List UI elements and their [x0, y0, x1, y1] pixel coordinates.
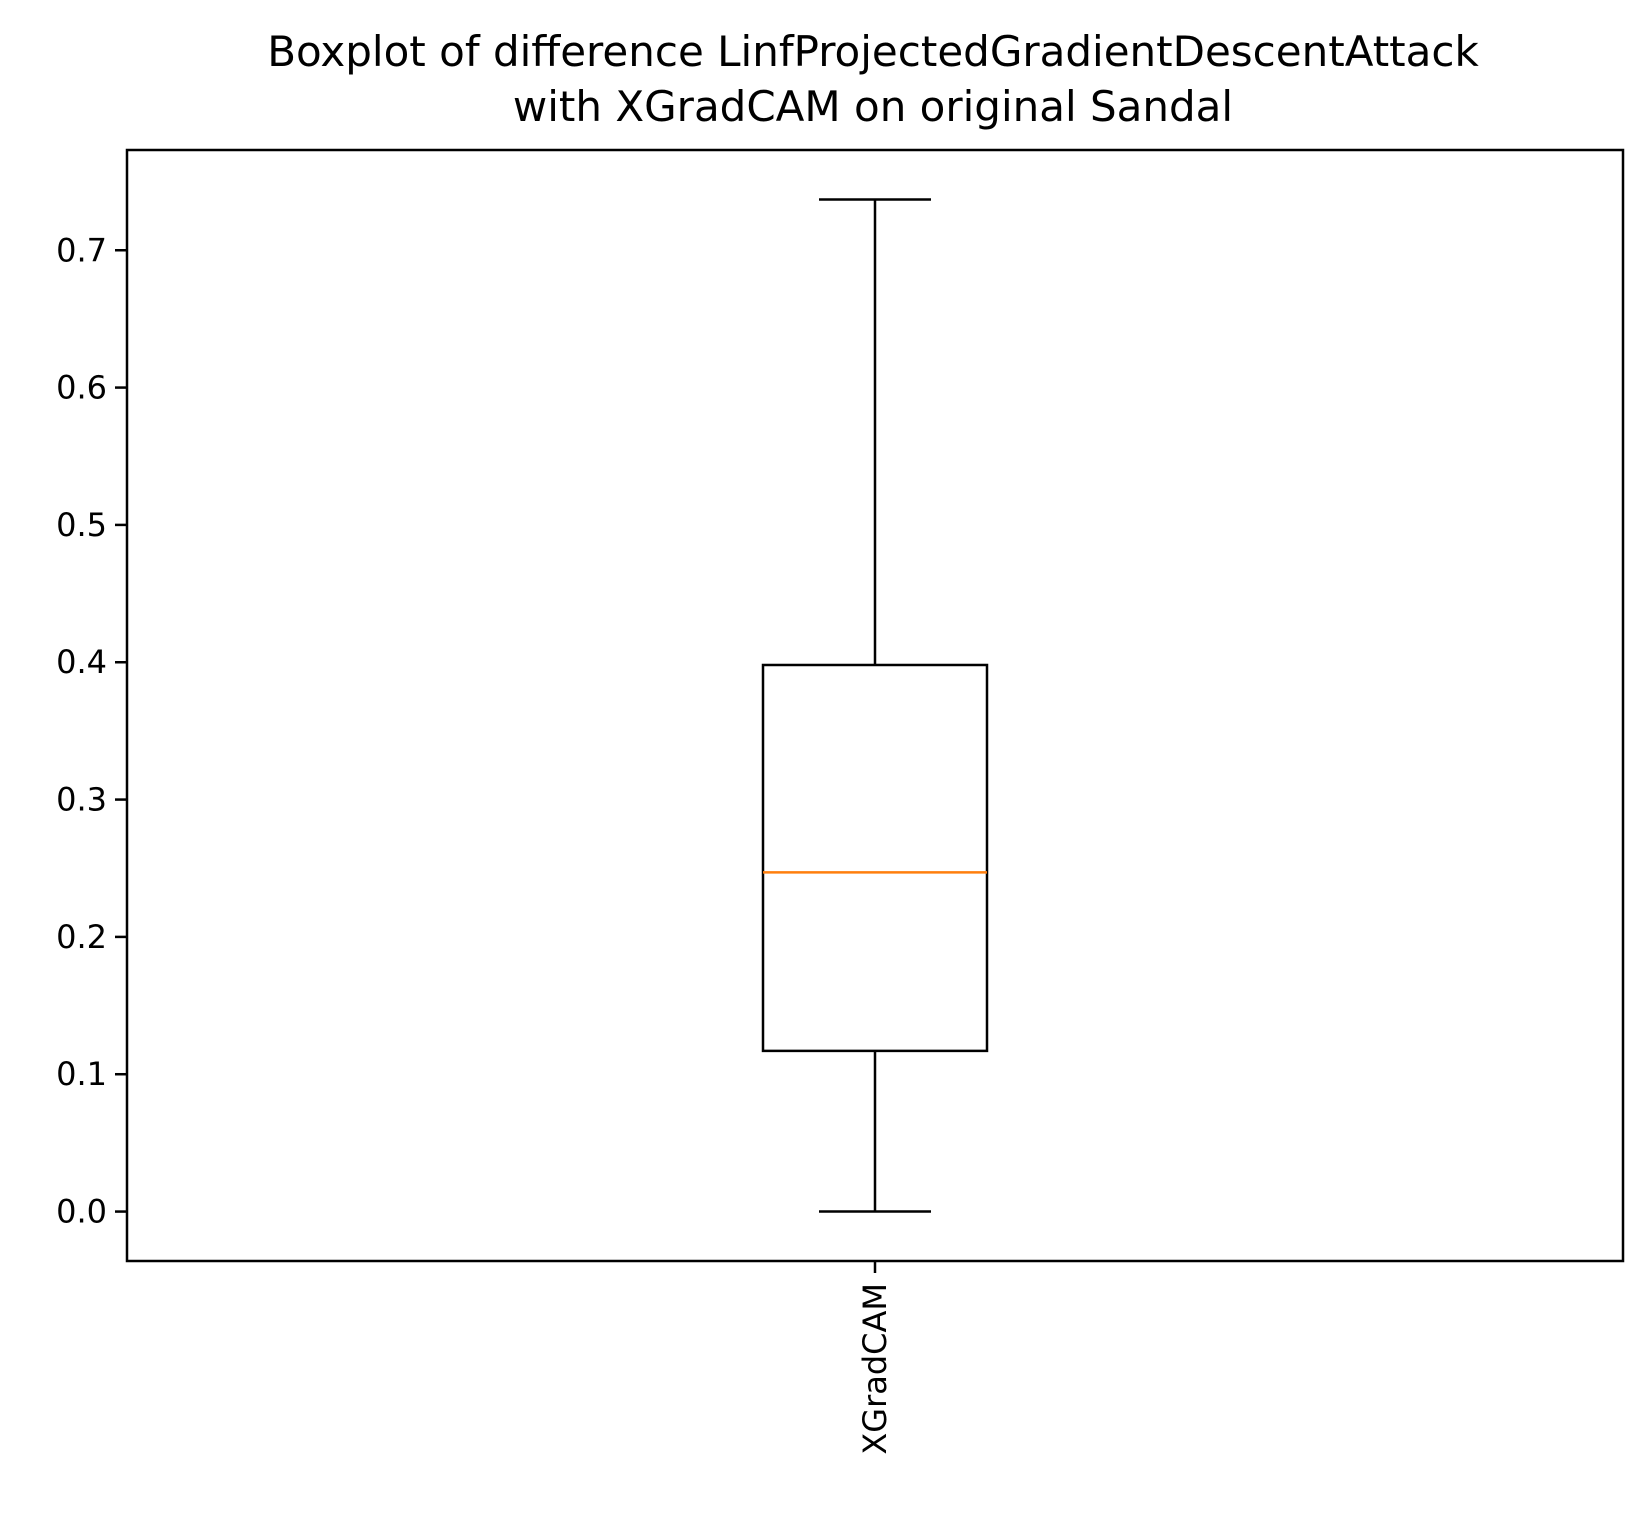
y-tick-label: 0.0	[56, 1193, 107, 1231]
y-tick-label: 0.3	[56, 781, 107, 819]
y-tick-label: 0.6	[56, 369, 107, 407]
x-tick-label: XGradCAM	[856, 1283, 894, 1455]
plot-marks	[761, 198, 989, 1213]
chart-title-line-1: Boxplot of difference LinfProjectedGradi…	[267, 27, 1479, 76]
axes-frame	[125, 148, 1625, 1263]
x-axis: XGradCAM	[856, 1261, 894, 1455]
chart-title-line-2: with XGradCAM on original Sandal	[513, 82, 1233, 131]
y-tick-label: 0.5	[56, 506, 107, 544]
y-tick-label: 0.2	[56, 918, 107, 956]
interquartile-box	[761, 663, 989, 1053]
y-tick-label: 0.4	[56, 643, 107, 681]
y-axis: 0.0 0.1 0.2 0.3 0.4 0.5 0.6 0.7	[56, 231, 127, 1231]
y-tick-label: 0.7	[56, 231, 107, 269]
y-tick-label: 0.1	[56, 1055, 107, 1093]
